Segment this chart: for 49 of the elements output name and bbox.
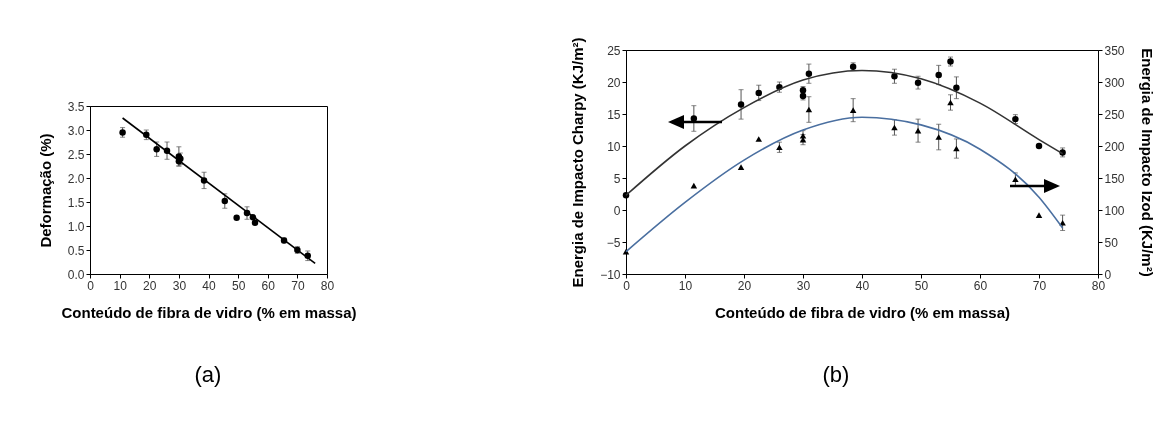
x-tick-label: 20 <box>143 278 157 293</box>
y-tick-label: −10 <box>600 267 621 282</box>
y-tick-label: 10 <box>607 139 621 154</box>
x-tick-label: 70 <box>291 278 305 293</box>
x-tick-label: 50 <box>231 278 246 293</box>
x-tick-label: 60 <box>261 278 276 293</box>
y-tick-label: 1.5 <box>67 195 85 210</box>
y2-tick-label: 100 <box>1104 203 1125 218</box>
x-tick-label: 10 <box>678 278 693 293</box>
x-tick-label: 60 <box>973 278 988 293</box>
y-tick-label: 15 <box>607 107 621 122</box>
x-tick-label: 70 <box>1032 278 1047 293</box>
y-tick-label: 2.0 <box>67 171 85 186</box>
x-tick-label: 40 <box>202 278 216 293</box>
y-tick-label: 2.5 <box>67 147 85 162</box>
y2-tick-label: 150 <box>1104 171 1125 186</box>
y-tick-label: −5 <box>606 235 621 250</box>
y-tick-label: 20 <box>607 75 621 90</box>
y-tick-label: 3.0 <box>67 123 85 138</box>
text: (a) <box>193 362 223 388</box>
y2-tick-label: 200 <box>1104 139 1125 154</box>
x-axis-title: Conteúdo de fibra de vidro (% em massa) <box>61 303 357 321</box>
y-tick-label: 0.0 <box>67 267 85 282</box>
y-tick-label: 25 <box>607 43 621 58</box>
y-tick-label: 0 <box>613 203 621 218</box>
y-tick-label: 1.0 <box>67 219 85 234</box>
y2-tick-label: 350 <box>1104 43 1125 58</box>
y-axis-title: Deformação (%) <box>36 133 54 248</box>
x-tick-label: 80 <box>1091 278 1106 293</box>
x-tick-label: 40 <box>855 278 870 293</box>
y2-axis-title: Energia de Impacto Izod (KJ/m²) <box>1138 48 1156 277</box>
x-tick-label: 0 <box>623 278 631 293</box>
y-tick-label: 3.5 <box>67 99 85 114</box>
x-tick-label: 10 <box>113 278 128 293</box>
x-tick-label: 30 <box>796 278 811 293</box>
x-tick-label: 0 <box>87 278 95 293</box>
x-tick-label: 20 <box>737 278 752 293</box>
text: (b) <box>821 362 851 388</box>
x-tick-label: 50 <box>914 278 929 293</box>
x-axis-title: Conteúdo de fibra de vidro (% em massa) <box>714 303 1011 321</box>
y-axis-title: Energia de Impacto Charpy (KJ/m²) <box>569 37 587 288</box>
y2-tick-label: 250 <box>1104 107 1125 122</box>
x-tick-label: 80 <box>320 278 335 293</box>
y2-tick-label: 300 <box>1104 75 1125 90</box>
y2-tick-label: 50 <box>1104 235 1119 250</box>
y-tick-label: 5 <box>613 171 621 186</box>
y-tick-label: 0.5 <box>67 243 85 258</box>
x-tick-label: 30 <box>172 278 187 293</box>
y2-tick-label: 0 <box>1104 267 1112 282</box>
